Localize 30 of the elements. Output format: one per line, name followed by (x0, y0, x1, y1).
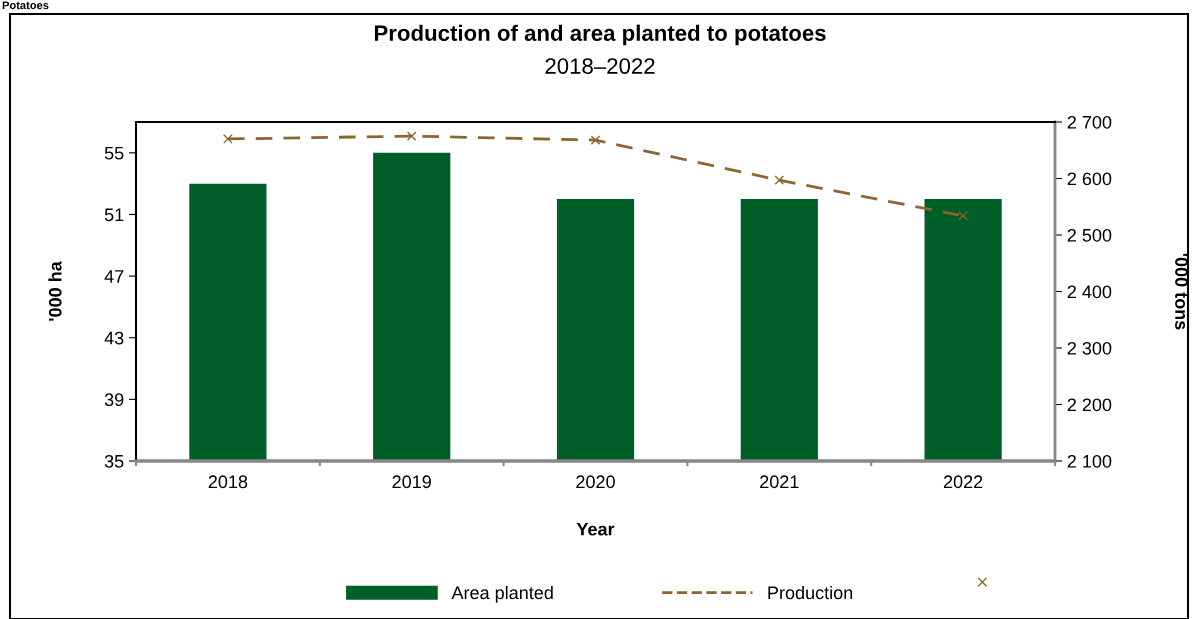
legend-label: Production (768, 585, 853, 600)
x-tick-label: 2021 (760, 475, 799, 489)
y-tick-label: 35 (104, 454, 124, 468)
y-tick-label: 47 (104, 270, 124, 283)
y-tick-label: 55 (104, 146, 124, 160)
x-tick-label: 2019 (392, 475, 431, 489)
legend-label: Area planted (451, 585, 553, 603)
point (774, 175, 785, 186)
y2-tick-label: 2 700 (1067, 115, 1112, 129)
x-tick-label: 2018 (208, 475, 248, 489)
x-tick-label: 2020 (576, 475, 615, 489)
y2-tick-label: 2 600 (1067, 172, 1112, 186)
text: Potatoes (2, 1, 49, 10)
chart-title: Production of and area planted to potatoes (374, 24, 826, 46)
point (406, 131, 417, 141)
y-tick-label: 51 (104, 208, 124, 222)
y-axis-title: '000 ha (48, 261, 62, 321)
x-axis-title: Year (576, 522, 615, 536)
chart-subtitle: 2018–2022 (545, 58, 655, 74)
y2-tick-label: 2 100 (1067, 454, 1112, 468)
y2-tick-label: 2 300 (1067, 341, 1112, 355)
y-tick-label: 39 (104, 393, 124, 407)
y2-tick-label: 2 200 (1067, 398, 1112, 412)
point (590, 135, 601, 145)
point (223, 134, 233, 144)
y2-tick-label: 2 500 (1067, 228, 1112, 242)
point (958, 210, 968, 221)
y-tick-label: 43 (104, 331, 124, 345)
y2-tick-label: 2 400 (1067, 285, 1112, 299)
x-tick-label: 2022 (943, 475, 983, 489)
